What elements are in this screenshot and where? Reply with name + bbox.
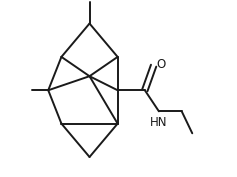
Text: O: O bbox=[156, 58, 165, 71]
Text: HN: HN bbox=[150, 116, 168, 129]
